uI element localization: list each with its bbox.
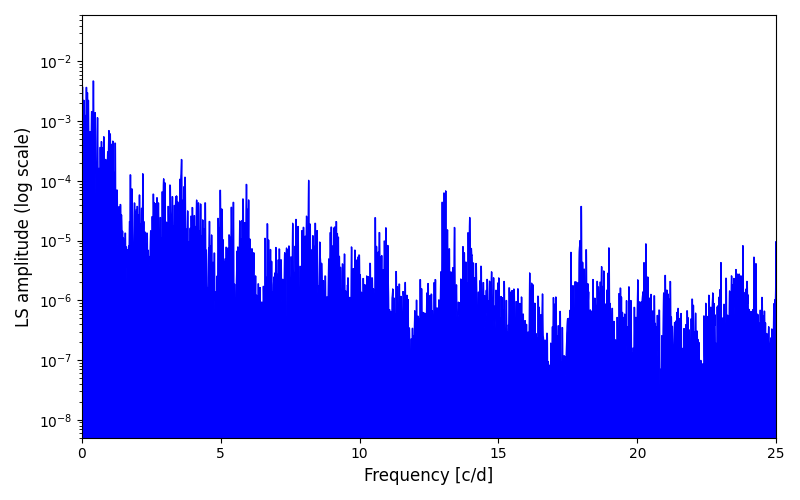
X-axis label: Frequency [c/d]: Frequency [c/d] <box>364 467 494 485</box>
Y-axis label: LS amplitude (log scale): LS amplitude (log scale) <box>15 126 33 326</box>
